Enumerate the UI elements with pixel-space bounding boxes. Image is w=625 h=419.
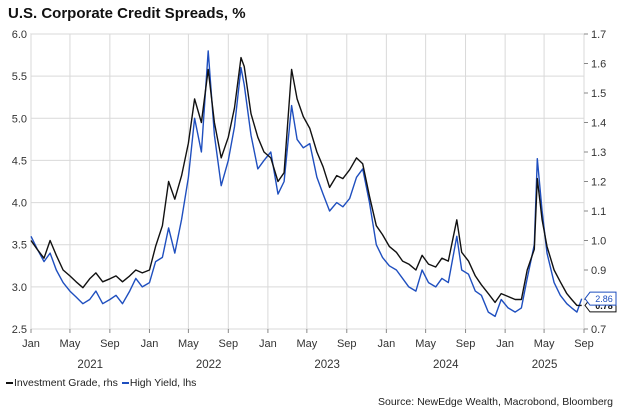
x-tick-label: Jan bbox=[259, 338, 277, 350]
x-tick-label: Sep bbox=[100, 338, 120, 350]
year-label: 2023 bbox=[314, 359, 340, 371]
left-tick-label: 3.5 bbox=[12, 240, 27, 252]
series-line-investment-grade bbox=[30, 56, 582, 307]
x-tick-label: May bbox=[60, 338, 81, 350]
right-tick-label: 1.0 bbox=[591, 236, 606, 248]
right-tick-label: 1.6 bbox=[591, 59, 606, 71]
left-tick-label: 4.5 bbox=[12, 155, 27, 167]
x-tick-label: May bbox=[296, 338, 317, 350]
right-tick-label: 1.2 bbox=[591, 177, 606, 189]
left-tick-label: 2.5 bbox=[12, 324, 27, 336]
x-tick-label: May bbox=[534, 338, 555, 350]
right-tick-label: 0.7 bbox=[591, 324, 606, 336]
gridlines bbox=[30, 33, 585, 330]
badge-value: 2.86 bbox=[595, 294, 613, 304]
left-tick-label: 6.0 bbox=[12, 29, 27, 41]
badge-value: 0.78 bbox=[595, 301, 613, 311]
left-tick-label: 5.5 bbox=[12, 71, 27, 83]
left-axis: 2.5 3.0 3.5 4.0 4.5 5.0 5.5 6.0 bbox=[12, 29, 27, 336]
x-tick-label: Sep bbox=[337, 338, 357, 350]
legend: Investment Grade, rhs High Yield, lhs bbox=[6, 377, 200, 389]
series-line-high-yield bbox=[30, 50, 583, 318]
x-tick-label: Jan bbox=[496, 338, 514, 350]
last-value-badge-high-yield: 2.86 bbox=[584, 291, 617, 306]
year-label: 2025 bbox=[532, 359, 558, 371]
right-tick-label: 1.1 bbox=[591, 206, 606, 218]
year-label: 2022 bbox=[196, 359, 222, 371]
right-tick-label: 1.7 bbox=[591, 29, 606, 41]
badge-box bbox=[584, 291, 617, 306]
right-tick-label: 1.4 bbox=[591, 118, 606, 130]
last-value-badges: 0.782.86 bbox=[584, 291, 617, 313]
series-layer bbox=[30, 50, 583, 318]
x-tick-label: Sep bbox=[219, 338, 239, 350]
x-tick-label: Jan bbox=[141, 338, 159, 350]
legend-label-high-yield: High Yield, lhs bbox=[129, 377, 197, 389]
x-tick-label: Sep bbox=[574, 338, 594, 350]
legend-item-investment-grade: Investment Grade, rhs bbox=[6, 377, 118, 389]
plot-frame bbox=[30, 33, 585, 330]
legend-item-high-yield: High Yield, lhs bbox=[121, 377, 197, 389]
right-tick-label: 1.3 bbox=[591, 147, 606, 159]
right-tick-label: 0.9 bbox=[591, 265, 606, 277]
legend-swatch-investment-grade bbox=[6, 382, 13, 384]
x-tick-label: May bbox=[178, 338, 199, 350]
year-label: 2021 bbox=[77, 359, 103, 371]
left-tick-label: 5.0 bbox=[12, 113, 27, 125]
right-axis: 0.70.80.91.01.11.21.31.41.51.61.7 bbox=[584, 29, 606, 336]
x-tick-label: May bbox=[415, 338, 436, 350]
source-note: Source: NewEdge Wealth, Macrobond, Bloom… bbox=[377, 396, 613, 408]
legend-label-investment-grade: Investment Grade, rhs bbox=[14, 377, 118, 389]
left-tick-label: 4.0 bbox=[12, 198, 27, 210]
legend-swatch-high-yield bbox=[121, 382, 129, 384]
x-axis: Jan May Sep Jan May Sep Jan May Sep Jan May Sep Jan M… bbox=[22, 329, 594, 371]
x-tick-label: Jan bbox=[22, 338, 40, 350]
right-tick-label: 1.5 bbox=[591, 88, 606, 100]
x-tick-label: Jan bbox=[377, 338, 395, 350]
chart-title: U.S. Corporate Credit Spreads, % bbox=[8, 5, 246, 22]
year-label: 2024 bbox=[433, 359, 459, 371]
x-tick-label: Sep bbox=[456, 338, 476, 350]
left-tick-label: 3.0 bbox=[12, 282, 27, 294]
